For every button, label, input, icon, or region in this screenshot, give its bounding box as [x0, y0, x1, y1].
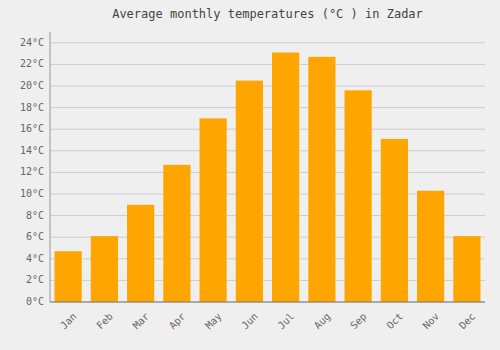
grid-line	[50, 64, 485, 65]
grid-line	[50, 107, 485, 108]
y-tick-label: 22°C	[20, 58, 44, 69]
x-tick-label: Dec	[457, 311, 478, 332]
y-tick-label: 14°C	[20, 145, 44, 156]
background	[0, 0, 500, 350]
bar	[236, 81, 263, 302]
y-tick-label: 4°C	[26, 253, 44, 264]
bar	[163, 165, 190, 302]
x-tick-label: Jul	[276, 311, 297, 332]
bar	[308, 57, 335, 302]
title: Average monthly temperatures (°C ) in Za…	[112, 7, 423, 21]
bar	[453, 236, 480, 302]
x-tick-label: Feb	[94, 311, 115, 332]
x-tick-label: May	[203, 311, 224, 332]
bar	[272, 53, 299, 302]
x-axis-line	[50, 302, 485, 303]
x-tick-label: Sep	[348, 311, 369, 332]
y-tick-label: 10°C	[20, 188, 44, 199]
grid-line	[50, 129, 485, 130]
y-tick-label: 8°C	[26, 210, 44, 221]
bar	[127, 205, 154, 302]
x-tick-label: Apr	[167, 311, 188, 332]
y-axis-line	[50, 32, 51, 302]
bar	[55, 251, 82, 302]
y-tick-label: 24°C	[20, 37, 44, 48]
chart: 0°C 2°C 4°C 6°C 8°C 10°C 12°C 14°C 16°C 18°C 20°C 2…	[0, 0, 500, 350]
x-tick-label: Jan	[58, 311, 79, 332]
y-tick-label: 6°C	[26, 231, 44, 242]
bar	[417, 191, 444, 302]
grid	[50, 43, 485, 302]
grid-line	[50, 302, 485, 303]
grid-line	[50, 172, 485, 173]
bar	[91, 236, 118, 302]
y-tick-label: 0°C	[26, 296, 44, 307]
y-tick-label: 20°C	[20, 80, 44, 91]
x-tick-label: Jun	[239, 311, 260, 332]
bar	[200, 118, 227, 302]
x-tick-label: Mar	[131, 311, 152, 332]
grid-line	[50, 86, 485, 87]
x-tick-label: Oct	[384, 311, 405, 332]
x-tick-label: Aug	[312, 311, 333, 332]
bar	[381, 139, 408, 302]
y-tick-label: 18°C	[20, 102, 44, 113]
y-tick-label: 2°C	[26, 274, 44, 285]
grid-line	[50, 150, 485, 151]
y-tick-label: 16°C	[20, 123, 44, 134]
bars	[55, 53, 481, 302]
x-tick-label: Nov	[421, 311, 442, 332]
chart-container: 0°C 2°C 4°C 6°C 8°C 10°C 12°C 14°C 16°C 18°C 20°C 2…	[0, 0, 500, 350]
bar	[345, 90, 372, 302]
y-tick-label: 12°C	[20, 166, 44, 177]
grid-line	[50, 42, 485, 43]
